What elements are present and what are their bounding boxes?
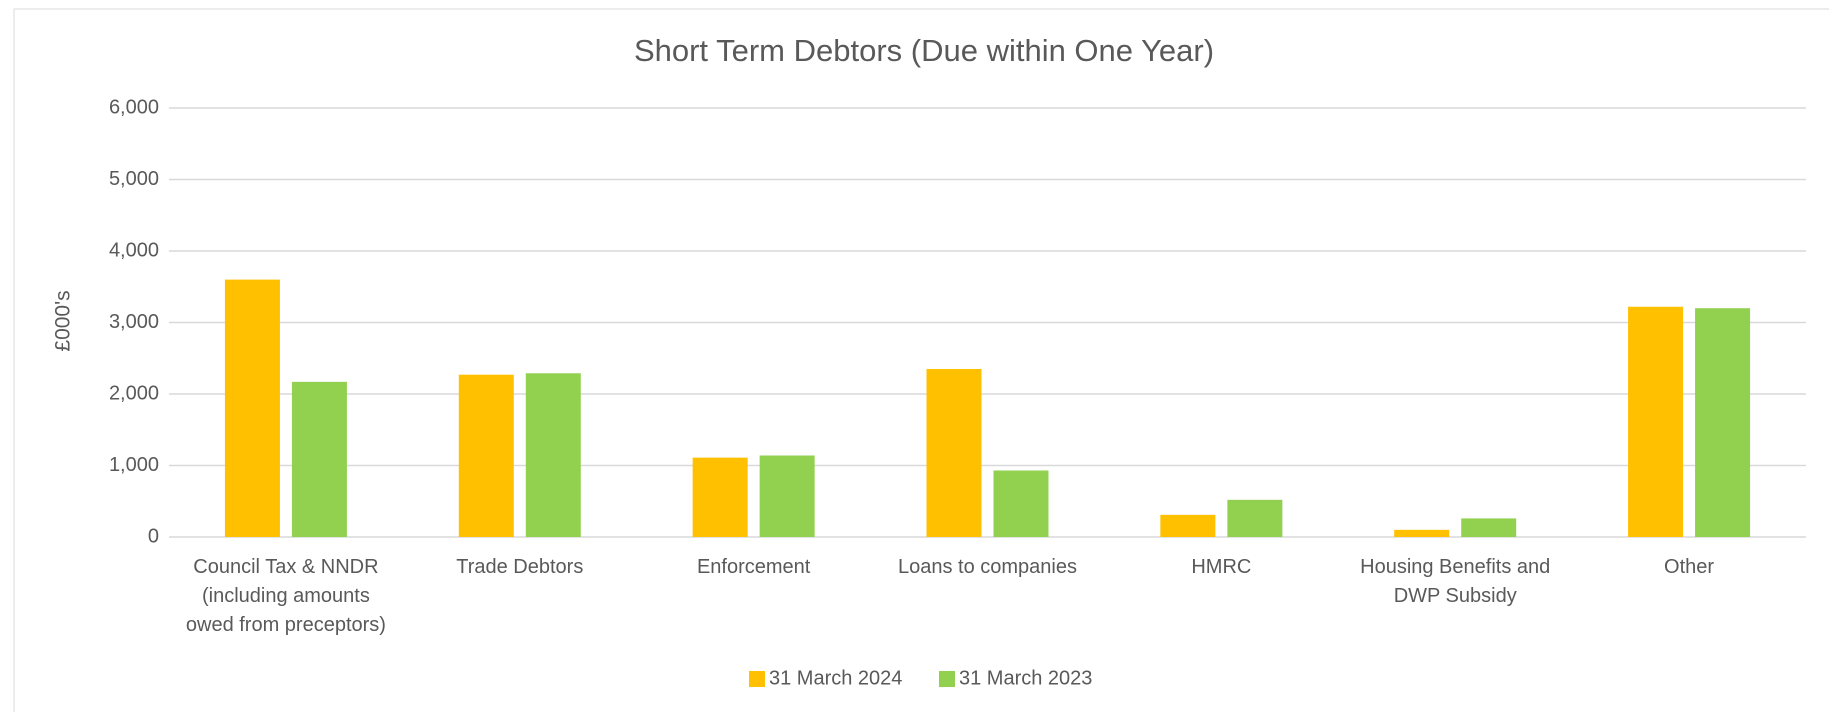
x-tick-label: Council Tax & NNDR (including amounts ow… [185,556,386,636]
bar [692,457,748,537]
x-tick-label: HMRC [1191,556,1252,578]
legend-swatch [749,671,765,687]
chart-title: Short Term Debtors (Due within One Year) [634,33,1214,68]
bar [1227,499,1283,537]
y-tick-label: 5,000 [109,168,159,190]
bar [458,374,514,537]
x-tick-label: Trade Debtors [456,556,584,578]
bar [1695,308,1751,537]
y-tick-label: 6,000 [109,96,159,118]
bar [759,455,815,537]
x-tick-label: Loans to companies [897,556,1077,578]
x-tick-label: Other [1664,556,1715,578]
bar [1394,529,1450,537]
y-tick-label: 3,000 [109,311,159,333]
x-tick-label: Enforcement [696,556,811,578]
legend-label: 31 March 2023 [959,667,1092,689]
legend-label: 31 March 2024 [769,667,902,689]
bar [525,373,581,537]
bar [1160,514,1216,537]
bar [993,470,1049,537]
y-tick-label: 2,000 [109,382,159,404]
y-tick-label: 0 [148,525,159,547]
bar [224,279,280,537]
y-tick-label: 1,000 [109,454,159,476]
bar [926,368,982,537]
chart-border [13,8,1829,712]
bar [1628,306,1684,537]
bar [1461,518,1517,537]
y-axis-label: £000's [52,290,75,351]
bar [291,381,347,537]
legend-swatch [939,671,955,687]
y-tick-label: 4,000 [109,239,159,261]
x-tick-label: Housing Benefits and DWP Subsidy [1360,556,1551,607]
